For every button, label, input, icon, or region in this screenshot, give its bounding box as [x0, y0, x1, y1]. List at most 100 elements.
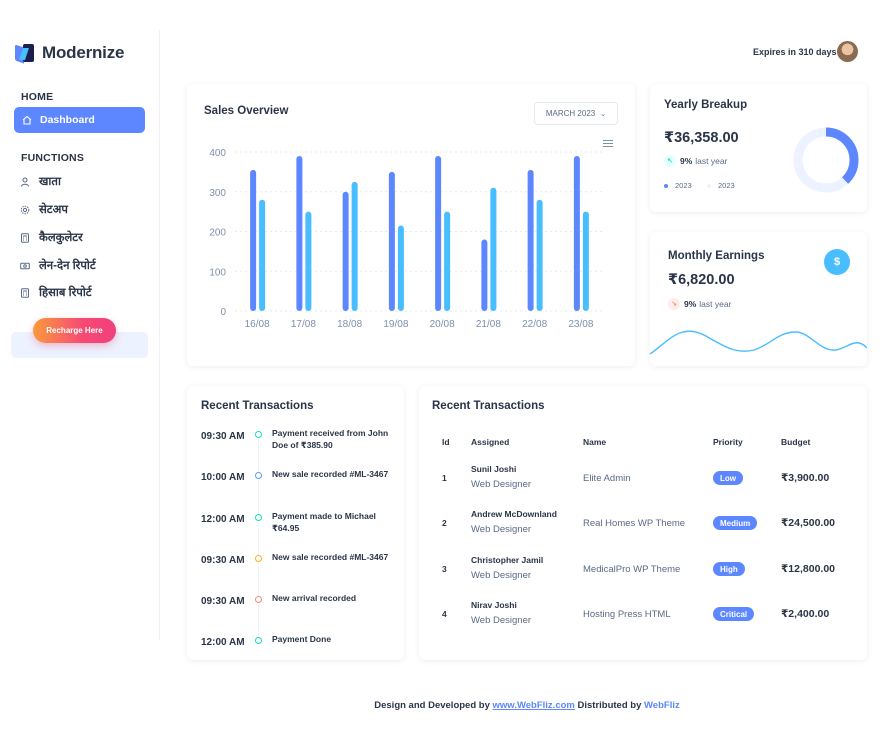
bar-series-1[interactable] — [481, 239, 488, 311]
column-header-budget: Budget — [781, 437, 811, 447]
dollar-icon[interactable]: $ — [824, 249, 850, 275]
timeline-item: 09:30 AM Payment received from John Doe o… — [201, 428, 397, 472]
menu-icon[interactable] — [603, 140, 613, 148]
sidebar-item-dashboard[interactable]: Dashboard — [14, 107, 145, 133]
row-id: 2 — [442, 518, 447, 528]
brand-logo[interactable]: Modernize — [15, 43, 125, 64]
bar-series-1[interactable] — [296, 155, 303, 311]
yearly-trend-text: last year — [695, 156, 728, 166]
timeline-time: 12:00 AM — [201, 514, 245, 525]
bar-series-2[interactable] — [444, 211, 451, 311]
footer-prefix: Design and Developed by — [374, 700, 490, 711]
bar-series-2[interactable] — [536, 199, 543, 311]
brand-name: Modernize — [42, 43, 125, 62]
footer-middle: Distributed by — [577, 700, 642, 711]
bar-series-1[interactable] — [435, 155, 442, 311]
legend-dot — [707, 183, 711, 188]
row-name: Elite Admin — [583, 473, 631, 484]
sidebar-item-setup[interactable]: सेटअप — [20, 202, 68, 217]
priority-badge: Medium — [713, 516, 758, 530]
x-tick-label: 18/08 — [337, 319, 362, 330]
sidebar-item-account[interactable]: खाता — [20, 174, 61, 189]
x-tick-label: 23/08 — [568, 319, 593, 330]
sales-overview-title: Sales Overview — [204, 105, 289, 117]
timeline-time: 10:00 AM — [201, 472, 245, 483]
expiry-notice: Expires in 310 days — [753, 47, 837, 57]
legend-label: 2023 — [675, 181, 692, 190]
timeline-dot — [255, 555, 262, 562]
yearly-breakup-card: Yearly Breakup ₹36,358.00 ↖ 9% last year… — [650, 84, 867, 212]
sidebar-item-label: Dashboard — [40, 114, 95, 126]
bar-series-1[interactable] — [342, 191, 349, 311]
timeline-title: Recent Transactions — [201, 400, 314, 412]
sidebar-item-label: हिसाब रिपोर्ट — [39, 287, 92, 299]
avatar[interactable] — [837, 41, 858, 62]
timeline-dot — [255, 637, 262, 644]
sales-chart: 0 100 200 300 400 16/08 17/08 18/08 19/08 20/08 21… — [209, 148, 605, 330]
timeline-time: 12:00 AM — [201, 637, 245, 648]
monthly-earnings-title: Monthly Earnings — [668, 250, 765, 262]
legend-dot — [664, 183, 668, 188]
row-name: MedicalPro WP Theme — [583, 564, 681, 575]
timeline-text: New sale recorded #ML-3467 — [272, 552, 389, 562]
priority-badge: High — [713, 562, 745, 576]
timeline-connector — [258, 439, 259, 472]
y-tick-label: 0 — [220, 307, 226, 318]
earnings-sparkline — [650, 330, 867, 355]
cash-icon — [20, 262, 30, 269]
bar-series-1[interactable] — [388, 171, 395, 311]
bar-series-2[interactable] — [351, 181, 358, 311]
timeline-text: Payment received from John Doe of ₹385.9… — [272, 428, 389, 450]
monthly-amount: ₹6,820.00 — [668, 272, 735, 288]
sidebar-item-label: सेटअप — [39, 204, 68, 216]
timeline-time: 09:30 AM — [201, 555, 245, 566]
bar-series-2[interactable] — [259, 199, 266, 311]
recharge-button[interactable]: Recharge Here — [33, 318, 116, 343]
row-name: Hosting Press HTML — [583, 609, 671, 620]
bar-series-2[interactable] — [490, 187, 497, 311]
priority-badge: Low — [713, 471, 743, 485]
bar-series-2[interactable] — [397, 225, 404, 311]
row-budget: ₹12,800.00 — [781, 563, 836, 575]
timeline-dot — [255, 596, 262, 603]
timeline-connector — [258, 563, 259, 596]
bar-series-1[interactable] — [250, 169, 257, 311]
user-icon — [21, 177, 29, 187]
month-select-value: MARCH 2023 — [545, 109, 596, 118]
legend-item: 2023 — [707, 181, 735, 190]
row-assigned-role: Web Designer — [471, 570, 532, 581]
legend-label: 2023 — [718, 181, 735, 190]
timeline-dot — [255, 472, 262, 479]
sidebar-item-accounts-report[interactable]: हिसाब रिपोर्ट — [20, 285, 92, 300]
recent-transactions-timeline-card: Recent Transactions 09:30 AM Payment rece… — [187, 386, 404, 660]
monthly-trend: ↘ 9% last year — [668, 298, 731, 310]
sidebar-item-transaction-report[interactable]: लेन-देन रिपोर्ट — [20, 258, 96, 273]
bar-series-2[interactable] — [305, 211, 312, 311]
arrow-down-right-icon: ↘ — [668, 298, 680, 310]
timeline-dot — [255, 431, 262, 438]
row-assigned-role: Web Designer — [471, 524, 532, 535]
sidebar-item-calculator[interactable]: कैलकुलेटर — [20, 230, 83, 245]
month-select[interactable]: MARCH 2023 ⌄ — [534, 102, 618, 125]
nav-caption-home: HOME — [21, 91, 54, 103]
row-id: 4 — [442, 609, 447, 619]
bar-series-1[interactable] — [527, 169, 534, 311]
row-id: 3 — [442, 564, 447, 574]
donut-segment[interactable] — [793, 127, 859, 193]
y-tick-label: 300 — [209, 188, 226, 199]
column-header-id: Id — [442, 437, 450, 447]
bar-series-2[interactable] — [582, 211, 589, 311]
footer-distributor-link[interactable]: WebFliz — [644, 700, 680, 711]
row-budget: ₹3,900.00 — [781, 472, 830, 484]
monthly-trend-text: last year — [699, 299, 732, 309]
x-tick-label: 19/08 — [383, 319, 408, 330]
row-budget: ₹24,500.00 — [781, 517, 836, 529]
footer-link[interactable]: www.WebFliz.com — [492, 700, 575, 711]
sidebar-item-label: लेन-देन रिपोर्ट — [39, 260, 96, 272]
x-tick-label: 20/08 — [430, 319, 455, 330]
timeline-time: 09:30 AM — [201, 596, 245, 607]
timeline-text: Payment Done — [272, 634, 332, 644]
timeline-text: New arrival recorded — [272, 593, 357, 603]
column-header-assigned: Assigned — [471, 437, 510, 447]
bar-series-1[interactable] — [573, 155, 580, 311]
